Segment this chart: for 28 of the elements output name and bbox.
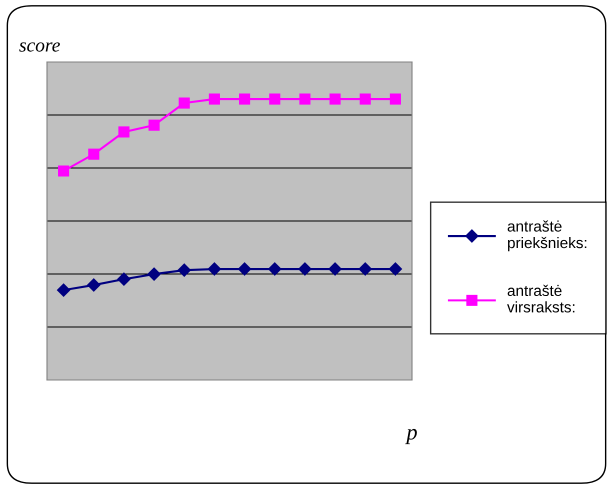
- point: [58, 165, 70, 177]
- point: [388, 262, 402, 276]
- point: [268, 262, 282, 276]
- point: [118, 126, 130, 138]
- point: [358, 262, 372, 276]
- point: [360, 94, 371, 105]
- point: [238, 262, 252, 276]
- point: [178, 97, 190, 109]
- y-axis-title: score: [19, 42, 60, 52]
- point: [148, 120, 160, 131]
- point: [148, 268, 161, 281]
- point: [299, 94, 310, 105]
- point: [298, 262, 312, 276]
- point: [178, 264, 191, 277]
- point: [117, 272, 131, 286]
- legend-label: antraštė virsraksts:: [507, 284, 574, 313]
- point: [208, 94, 220, 105]
- point: [208, 262, 222, 276]
- point: [328, 262, 342, 276]
- point: [330, 94, 341, 105]
- point: [87, 278, 100, 292]
- point: [57, 284, 70, 297]
- point: [269, 94, 280, 105]
- point: [239, 94, 250, 105]
- point: [88, 148, 100, 160]
- legend-label: antraštė priekšnieks:: [508, 220, 586, 252]
- x-axis-title: p: [405, 428, 417, 444]
- point: [390, 94, 401, 105]
